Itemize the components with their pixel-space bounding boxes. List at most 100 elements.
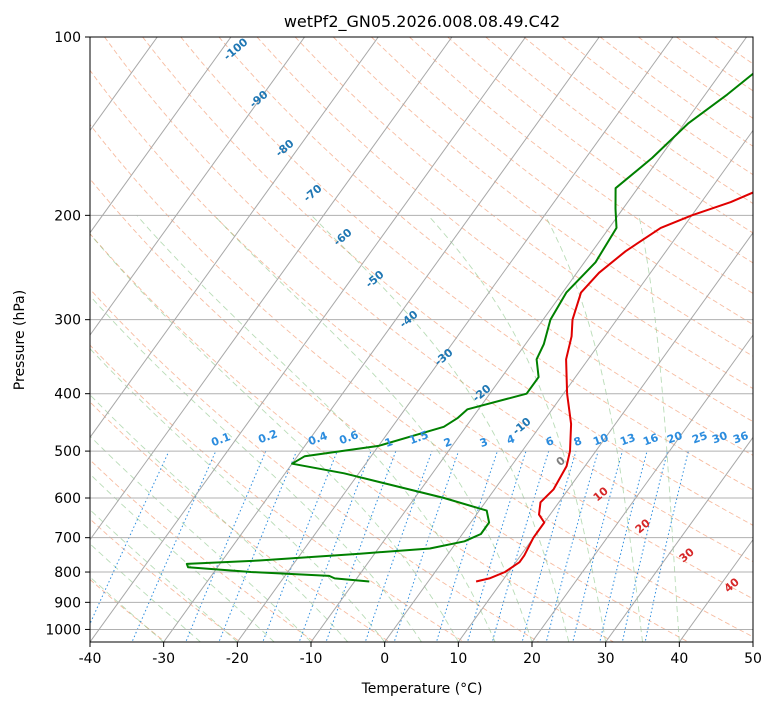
dry-adiabat-line (256, 37, 753, 423)
dry-adiabat-line (90, 123, 753, 638)
y-tick-label: 400 (54, 387, 81, 403)
mixing-ratio-line (364, 450, 433, 642)
dry-adiabat-line (180, 37, 753, 491)
dry-adiabat-line (90, 233, 615, 642)
mixing-ratio-label: 0.1 (209, 430, 232, 449)
dry-adiabat-line (104, 37, 753, 563)
y-tick-label: 900 (54, 595, 81, 611)
mixing-ratio-line (644, 450, 689, 642)
chart-title: wetPf2_GN05.2026.008.08.49.C42 (284, 12, 560, 32)
y-tick-label: 200 (54, 208, 81, 224)
mixing-ratio-label: 13 (618, 431, 637, 448)
isotherm-line (384, 129, 753, 642)
moist-adiabat-line (90, 394, 349, 642)
mixing-ratio-line (393, 450, 460, 642)
isotherm-line (0, 37, 10, 642)
x-tick-label: -30 (152, 651, 175, 667)
isotherm-line (90, 37, 379, 439)
plot-frame (89, 36, 754, 643)
dry-adiabat-line (90, 178, 690, 642)
isotherm-line (90, 37, 232, 234)
mixing-ratio-label: 0.6 (337, 428, 360, 447)
y-tick-label: 800 (54, 565, 81, 581)
moist-adiabat-line (427, 215, 607, 642)
x-tick-label: 0 (380, 651, 389, 667)
y-tick-label: 100 (54, 30, 81, 46)
mixing-ratio-line (521, 450, 577, 642)
x-tick-label: 10 (449, 651, 467, 667)
dry-adiabat-line (752, 37, 753, 38)
mixing-ratio-label: 0.2 (256, 427, 279, 446)
y-axis: 100 200 300 400 500 600 700 800 900 1000 (45, 30, 90, 638)
x-tick-label: 40 (670, 651, 688, 667)
mixing-ratio-label: 36 (731, 429, 750, 447)
sounding-series (185, 72, 753, 583)
mixing-ratio-label: 3 (478, 435, 490, 450)
moist-adiabat-line (213, 214, 533, 642)
x-tick-label: 30 (597, 651, 615, 667)
mixing-ratio-line (218, 450, 298, 642)
mixing-ratio-label: 16 (641, 431, 660, 449)
mixing-ratio-label: 0.4 (306, 429, 329, 448)
x-tick-label: 50 (744, 651, 762, 667)
moist-adiabat-line (136, 215, 496, 642)
mixing-ratio-line (435, 450, 498, 642)
isotherm-line (752, 641, 753, 642)
moist-adiabat-line (544, 215, 643, 642)
x-axis: -40 -30 -20 -10 0 10 20 30 40 50 (79, 642, 762, 667)
mixing-ratio-label: 1 (383, 435, 395, 450)
dewpoint-line (185, 72, 753, 583)
dry-adiabat-line (409, 37, 753, 294)
isotherm-line (236, 37, 674, 642)
mixing-ratio-line (185, 450, 267, 642)
mixing-ratio-label: 6 (544, 434, 556, 449)
mixing-ratio-label: 4 (505, 432, 517, 447)
moist-adiabat-line (90, 233, 459, 642)
isotherm-line (90, 37, 306, 336)
y-tick-label: 700 (54, 531, 81, 547)
mixing-ratio-line (491, 450, 550, 642)
isotherm-line (531, 334, 753, 642)
mixing-ratio-line (599, 450, 648, 642)
mixing-ratio-line (298, 450, 372, 642)
dry-adiabat-line (218, 37, 753, 456)
moist-adiabat-line (90, 473, 275, 642)
mixing-ratio-label: 8 (572, 434, 584, 449)
mixing-ratio-line (545, 450, 599, 642)
isotherm-line (90, 37, 453, 541)
mixing-ratio-line (621, 450, 669, 642)
isobar-gridlines (90, 37, 753, 630)
y-tick-label: 300 (54, 313, 81, 329)
moist-adiabat-line (90, 435, 312, 642)
mixing-ratio-label: 25 (690, 429, 709, 446)
dry-adiabat-line (142, 37, 753, 526)
y-tick-label: 600 (54, 491, 81, 507)
isotherm-line (90, 37, 527, 642)
mixing-ratio-line (325, 450, 397, 642)
y-tick-label: 500 (54, 444, 81, 460)
mixing-ratio-label: 1.5 (407, 428, 430, 447)
moist-adiabat-line (90, 295, 422, 642)
x-tick-label: -10 (300, 651, 323, 667)
dry-adiabat-line (90, 69, 753, 600)
mixing-ratio-lines (90, 450, 689, 642)
x-tick-label: 20 (523, 651, 541, 667)
y-tick-label: 1000 (45, 622, 81, 638)
moist-adiabat-line (638, 215, 680, 642)
plot-background (90, 37, 753, 642)
moist-adiabats (90, 214, 680, 642)
isotherm-line (163, 37, 600, 642)
x-tick-label: -20 (226, 651, 249, 667)
x-tick-label: -40 (79, 651, 102, 667)
temperature-line (475, 191, 753, 583)
y-axis-title: Pressure (hPa) (12, 290, 28, 390)
moist-adiabat-line (90, 348, 386, 642)
mixing-ratio-label: 2 (442, 435, 454, 450)
isotherm-line (605, 436, 753, 642)
mixing-ratio-label: 10 (591, 431, 610, 449)
x-axis-title: Temperature (°C) (361, 681, 483, 697)
isotherm-line (678, 538, 753, 642)
mixing-ratio-label: 30 (710, 429, 729, 447)
mixing-ratio-line (572, 450, 623, 642)
